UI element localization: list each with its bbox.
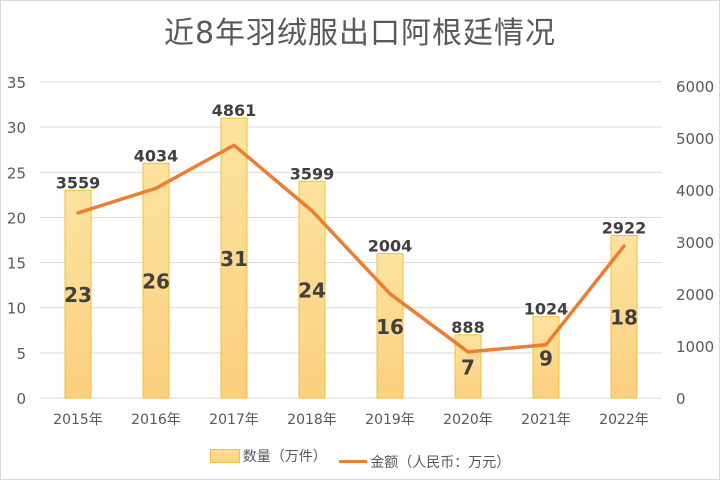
line-value-label: 2922 <box>602 218 647 237</box>
right-axis-tick: 2000 <box>676 286 714 304</box>
x-axis-label: 2019年 <box>365 412 415 428</box>
bar-value-label: 9 <box>539 346 553 370</box>
right-axis-tick: 3000 <box>676 234 714 252</box>
bar-quantity[interactable] <box>142 162 170 399</box>
bar-value-label: 7 <box>461 355 475 379</box>
line-value-label: 3559 <box>56 173 101 192</box>
line-value-label: 4034 <box>134 146 179 165</box>
bar-quantity[interactable] <box>376 253 404 399</box>
x-axis-label: 2018年 <box>287 412 337 428</box>
bar-quantity[interactable] <box>610 234 638 399</box>
legend: 数量（万件） 金额（人民币：万元） <box>0 446 720 472</box>
right-axis-tick: 1000 <box>676 338 714 356</box>
x-axis-label: 2016年 <box>131 412 181 428</box>
x-axis-label: 2022年 <box>599 412 649 428</box>
bar-value-label: 24 <box>298 279 326 303</box>
legend-item-quantity[interactable]: 数量（万件） <box>209 446 327 466</box>
line-value-label: 3599 <box>290 164 335 183</box>
left-axis-tick: 30 <box>7 119 26 137</box>
right-axis-tick: 4000 <box>676 182 714 200</box>
line-swatch-icon <box>339 460 368 463</box>
bar-quantity[interactable] <box>298 180 326 399</box>
x-axis-label: 2020年 <box>443 412 493 428</box>
bar-value-label: 23 <box>64 283 92 307</box>
left-axis-tick: 20 <box>7 209 26 227</box>
x-axis-label: 2015年 <box>53 412 103 428</box>
bar-value-label: 18 <box>610 306 638 330</box>
bar-value-label: 26 <box>142 270 170 294</box>
line-value-label: 888 <box>451 318 484 337</box>
line-value-label: 2004 <box>368 237 413 256</box>
bar-value-label: 31 <box>220 247 248 271</box>
bar-quantity[interactable] <box>64 189 92 399</box>
left-axis-tick: 35 <box>7 74 26 92</box>
right-axis-tick: 5000 <box>676 130 714 148</box>
bar-quantity[interactable] <box>220 117 248 399</box>
x-axis-label: 2021年 <box>521 412 571 428</box>
line-amount[interactable] <box>76 143 626 354</box>
line-value-label: 4861 <box>212 101 257 120</box>
bar-swatch-icon <box>209 449 240 463</box>
right-axis-tick: 6000 <box>676 78 714 96</box>
left-axis-tick: 10 <box>7 300 26 318</box>
x-axis-label: 2017年 <box>209 412 259 428</box>
chart-title: 近8年羽绒服出口阿根廷情况 <box>163 16 557 51</box>
bar-quantity[interactable] <box>532 316 560 399</box>
right-axis-tick: 0 <box>676 390 686 408</box>
bar-value-label: 16 <box>376 315 404 339</box>
left-axis-tick: 5 <box>16 345 26 363</box>
legend-label-amount: 金额（人民币：万元） <box>370 454 511 471</box>
legend-item-amount[interactable]: 金额（人民币：万元） <box>339 452 510 472</box>
left-axis-tick: 15 <box>7 255 26 273</box>
legend-label-quantity: 数量（万件） <box>242 449 327 465</box>
bar-quantity[interactable] <box>454 334 482 399</box>
left-axis-tick: 25 <box>7 164 26 182</box>
line-value-label: 1024 <box>524 300 569 319</box>
left-axis-tick: 0 <box>16 390 26 408</box>
